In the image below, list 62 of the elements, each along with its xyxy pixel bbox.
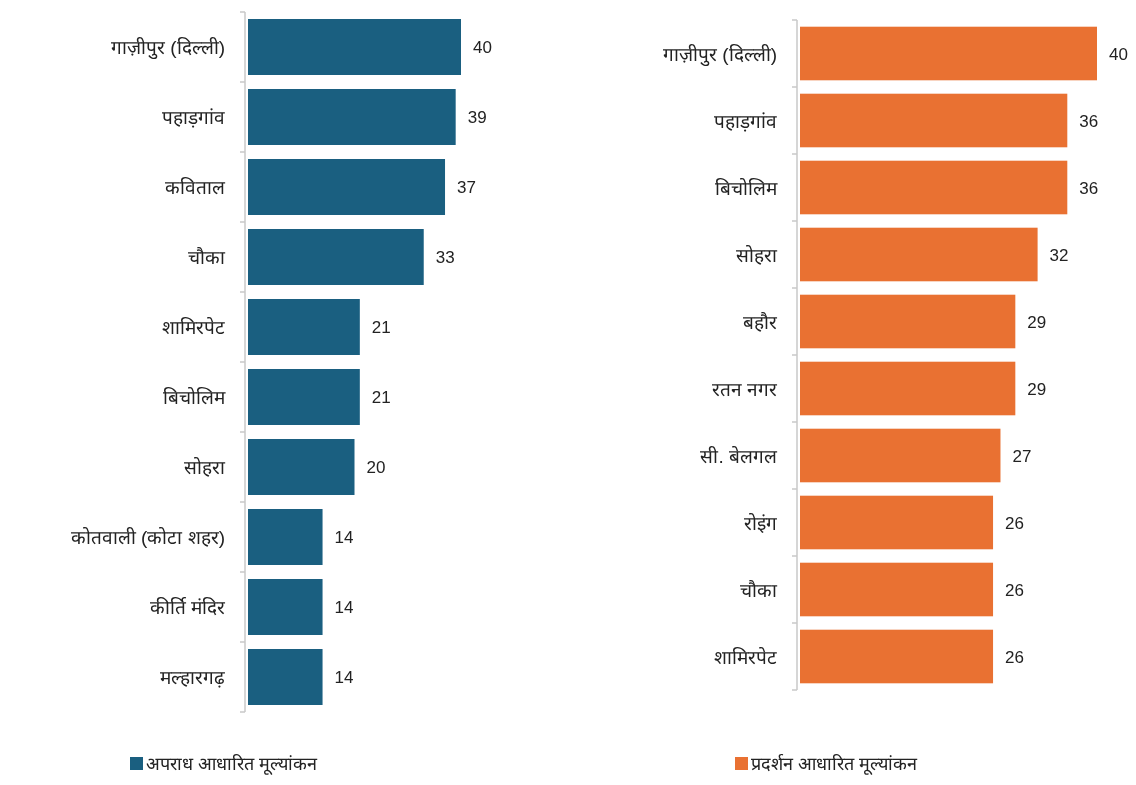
y-tick-label: बिचोलिम [715, 176, 778, 199]
bar [248, 19, 461, 75]
bar [248, 229, 424, 285]
y-tick-label: चौका [188, 246, 226, 268]
y-tick-label: गाज़ीपुर (दिल्ली) [111, 36, 225, 60]
bar [800, 294, 1016, 349]
y-tick-label: पहाड़गांव [714, 110, 777, 132]
data-label: 26 [1005, 647, 1024, 667]
data-label: 36 [1079, 178, 1099, 198]
y-tick-label: शामिरपेट [714, 645, 777, 668]
data-label: 29 [1027, 379, 1047, 399]
y-tick-label: पहाड़गांव [162, 107, 225, 128]
bar [800, 562, 994, 617]
bar [800, 361, 1016, 416]
bar [248, 439, 355, 495]
data-label: 21 [371, 388, 391, 407]
data-label: 14 [334, 598, 354, 617]
data-label: 27 [1012, 446, 1032, 466]
bar [800, 495, 994, 550]
y-tick-label: शामिरपेट [162, 316, 225, 338]
bar [800, 227, 1038, 282]
data-label: 33 [435, 248, 455, 267]
data-label: 14 [334, 668, 354, 687]
data-label: 37 [457, 178, 476, 197]
y-tick-label: कोतवाली (कोटा शहर) [70, 526, 225, 548]
data-label: 21 [371, 318, 391, 337]
y-tick-label: सोहरा [184, 456, 226, 478]
y-tick-label: रोइंग [744, 511, 777, 534]
bar [800, 629, 994, 684]
bar [248, 649, 323, 705]
y-tick-label: कविताल [165, 176, 226, 198]
data-label: 40 [473, 38, 492, 57]
y-tick-label: बिचोलिम [163, 386, 226, 408]
y-tick-label: सी. बेलगल [700, 444, 778, 467]
y-tick-label: रतन नगर [711, 378, 778, 400]
bar [248, 89, 456, 145]
legend-label: प्रदर्शन आधारित मूल्यांकन [751, 753, 918, 775]
data-label: 26 [1005, 580, 1024, 600]
y-tick-label: सोहरा [736, 243, 778, 266]
bar [800, 428, 1001, 483]
y-tick-label: मल्हारगढ़ [160, 667, 225, 688]
data-label: 26 [1005, 513, 1024, 533]
bar [248, 509, 323, 565]
data-label: 20 [366, 458, 386, 477]
bar [248, 579, 323, 635]
y-tick-label: कीर्ति मंदिर [149, 596, 226, 618]
bar [248, 299, 360, 355]
data-label: 36 [1079, 111, 1099, 131]
data-label: 29 [1027, 312, 1047, 332]
data-label: 14 [334, 528, 354, 547]
data-label: 39 [467, 108, 487, 127]
y-tick-label: चौका [740, 578, 778, 601]
y-tick-label: गाज़ीपुर (दिल्ली) [663, 42, 777, 67]
bar [248, 159, 446, 215]
bar [800, 160, 1068, 215]
bar [248, 369, 360, 425]
data-label: 32 [1049, 245, 1069, 265]
data-label: 40 [1109, 44, 1128, 64]
legend-label: अपराध आधारित मूल्यांकन [146, 753, 318, 775]
bar [800, 93, 1068, 148]
bar [800, 26, 1097, 81]
y-tick-label: बहौर [743, 310, 778, 333]
